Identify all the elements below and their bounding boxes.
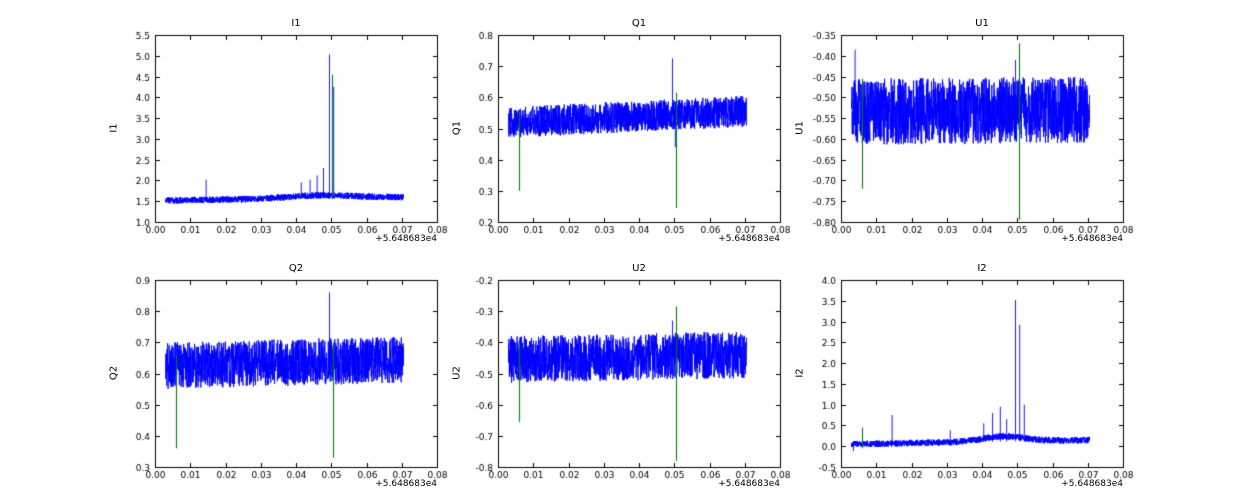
y-axis-label: I2 bbox=[794, 368, 806, 378]
x-axis-offset-label: +5.648683e4 bbox=[375, 234, 437, 244]
y-axis-label: Q1 bbox=[451, 120, 463, 136]
subplot-q1: Q1 Q1 +5.648683e4 bbox=[443, 15, 795, 250]
subplot-grid: I1 I1 +5.648683e4 Q1 Q1 +5.648683e4 U1 U… bbox=[100, 15, 1138, 495]
x-axis-offset-label: +5.648683e4 bbox=[718, 234, 780, 244]
x-axis-offset-label: +5.648683e4 bbox=[718, 479, 780, 489]
plot-title: U2 bbox=[632, 263, 646, 274]
plot-canvas-i1 bbox=[100, 15, 452, 250]
y-axis-label: Q2 bbox=[108, 365, 120, 381]
plot-title: I2 bbox=[977, 263, 987, 274]
y-axis-label: U2 bbox=[451, 366, 463, 380]
plot-canvas-u1 bbox=[786, 15, 1138, 250]
plot-canvas-u2 bbox=[443, 260, 795, 495]
subplot-q2: Q2 Q2 +5.648683e4 bbox=[100, 260, 452, 495]
plot-canvas-q2 bbox=[100, 260, 452, 495]
plot-title: I1 bbox=[291, 18, 301, 29]
x-axis-offset-label: +5.648683e4 bbox=[1061, 234, 1123, 244]
x-axis-offset-label: +5.648683e4 bbox=[1061, 479, 1123, 489]
y-axis-label: U1 bbox=[794, 121, 806, 135]
x-axis-offset-label: +5.648683e4 bbox=[375, 479, 437, 489]
subplot-i2: I2 I2 +5.648683e4 bbox=[786, 260, 1138, 495]
plot-title: Q2 bbox=[288, 263, 304, 274]
subplot-u2: U2 U2 +5.648683e4 bbox=[443, 260, 795, 495]
y-axis-label: I1 bbox=[108, 123, 120, 133]
subplot-i1: I1 I1 +5.648683e4 bbox=[100, 15, 452, 250]
subplot-u1: U1 U1 +5.648683e4 bbox=[786, 15, 1138, 250]
plot-canvas-i2 bbox=[786, 260, 1138, 495]
plot-canvas-q1 bbox=[443, 15, 795, 250]
plot-title: U1 bbox=[975, 18, 989, 29]
plot-title: Q1 bbox=[631, 18, 647, 29]
